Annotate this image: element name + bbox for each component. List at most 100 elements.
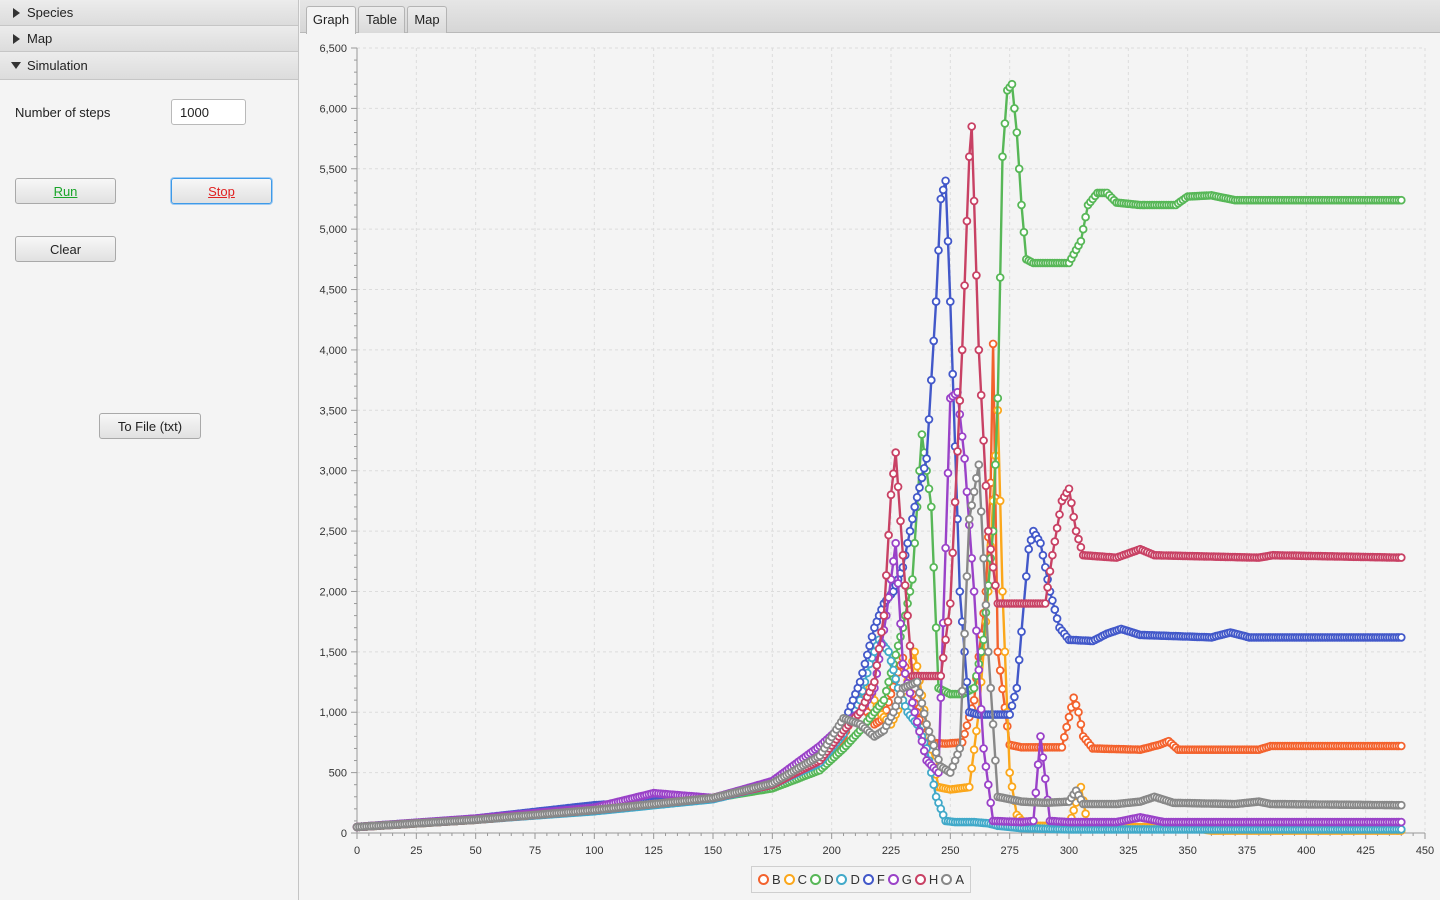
data-point xyxy=(969,683,979,693)
accordion-simulation-header[interactable]: Simulation xyxy=(0,52,298,80)
data-point xyxy=(941,543,950,553)
data-point xyxy=(983,647,993,657)
data-point xyxy=(1005,710,1014,719)
data-point xyxy=(934,755,943,764)
data-point xyxy=(988,562,998,572)
data-point xyxy=(1064,712,1074,722)
chevron-right-icon xyxy=(11,26,21,51)
legend-symbol-icon xyxy=(810,874,822,885)
accordion-map-header[interactable]: Map xyxy=(0,26,298,52)
data-point xyxy=(891,448,900,457)
data-point xyxy=(926,734,936,743)
y-tick-label: 1,000 xyxy=(319,707,347,719)
data-point xyxy=(908,575,917,584)
data-point xyxy=(896,516,905,526)
legend-item: G xyxy=(887,872,912,887)
chevron-down-icon xyxy=(11,52,21,79)
data-point xyxy=(919,709,929,718)
data-point xyxy=(964,152,974,161)
data-point xyxy=(891,538,900,548)
data-point xyxy=(1067,498,1076,508)
x-tick-label: 325 xyxy=(1119,845,1137,857)
legend-item: F xyxy=(862,872,885,887)
x-tick-label: 400 xyxy=(1297,845,1315,857)
data-point xyxy=(865,641,874,651)
data-point xyxy=(1017,627,1026,636)
data-point xyxy=(981,762,991,771)
data-point xyxy=(993,647,1003,657)
data-point xyxy=(924,484,934,494)
legend-label: F xyxy=(876,872,885,887)
legend-symbol-icon xyxy=(914,874,926,885)
data-point xyxy=(1040,599,1050,608)
y-tick-label: 2,000 xyxy=(319,586,347,598)
data-point xyxy=(860,659,870,669)
data-point xyxy=(891,674,900,684)
data-point xyxy=(995,496,1005,506)
data-point xyxy=(1050,537,1060,546)
run-button[interactable]: Run xyxy=(15,178,116,204)
data-point xyxy=(955,744,965,753)
data-point xyxy=(964,782,974,792)
data-point xyxy=(1057,742,1067,752)
left-panel: Species Map Simulation Number of steps R… xyxy=(0,0,299,900)
right-panel: Graph Table Map 0 500 1,000 1,500 2,000 2,500… xyxy=(300,0,1440,900)
data-point xyxy=(919,463,929,473)
accordion-map-label: Map xyxy=(27,31,53,46)
x-tick-label: 25 xyxy=(410,845,422,857)
data-point xyxy=(983,526,993,536)
data-point xyxy=(896,619,905,628)
legend-label: D xyxy=(824,872,834,887)
data-point xyxy=(886,656,896,666)
data-point xyxy=(934,246,943,255)
data-point xyxy=(998,684,1007,694)
legend-symbol-icon xyxy=(836,874,848,885)
data-point xyxy=(912,661,922,671)
data-point xyxy=(1076,542,1086,552)
data-point xyxy=(924,727,934,736)
data-point xyxy=(910,707,919,717)
stop-button[interactable]: Stop xyxy=(171,178,272,204)
data-point xyxy=(969,196,979,206)
data-point xyxy=(903,611,912,620)
data-point xyxy=(905,587,915,596)
data-point xyxy=(1017,200,1026,210)
data-point xyxy=(1069,693,1078,702)
data-point xyxy=(1069,805,1078,815)
y-tick-label: 6,500 xyxy=(319,43,347,55)
data-point xyxy=(1014,655,1024,665)
x-tick-label: 450 xyxy=(1416,845,1434,857)
data-point xyxy=(1397,825,1406,834)
data-point xyxy=(986,798,995,808)
data-point xyxy=(891,650,900,660)
tab-graph[interactable]: Graph xyxy=(306,6,356,34)
data-point xyxy=(862,650,872,660)
data-point xyxy=(995,273,1005,282)
data-point xyxy=(962,721,972,730)
legend-item: D xyxy=(836,872,860,887)
data-point xyxy=(957,345,967,355)
tab-table[interactable]: Table xyxy=(358,6,405,33)
steps-input[interactable] xyxy=(171,99,246,125)
accordion-species-header[interactable]: Species xyxy=(0,0,298,26)
data-point xyxy=(979,553,988,563)
data-point xyxy=(969,745,979,754)
series-A-7 xyxy=(352,460,1406,832)
data-point xyxy=(1052,523,1062,533)
chevron-right-icon xyxy=(11,0,21,25)
to-file-button[interactable]: To File (txt) xyxy=(99,413,201,439)
data-point xyxy=(969,487,979,497)
data-point xyxy=(910,538,919,548)
data-point xyxy=(1078,224,1088,234)
data-point xyxy=(991,581,1000,590)
y-tick-label: 3,500 xyxy=(319,405,347,417)
tab-map[interactable]: Map xyxy=(407,6,447,33)
data-point xyxy=(898,550,908,560)
y-tick-label: 4,500 xyxy=(319,285,347,297)
data-point xyxy=(1071,700,1081,710)
data-point xyxy=(900,581,910,590)
clear-button[interactable]: Clear xyxy=(15,236,116,262)
data-point xyxy=(950,497,960,507)
data-point xyxy=(912,717,922,727)
data-point xyxy=(867,632,877,642)
